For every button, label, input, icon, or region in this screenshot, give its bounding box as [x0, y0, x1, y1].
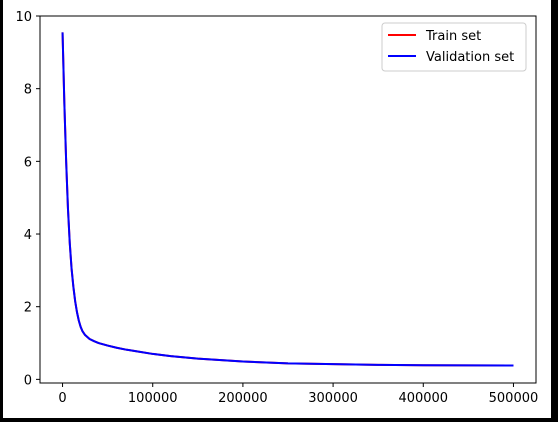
legend-box: [381, 22, 527, 72]
x-tick-label: 500000: [489, 391, 539, 406]
legend-label-1: Train set: [425, 29, 481, 44]
y-tick-label: 2: [24, 301, 32, 316]
chart-figure: 0 100000 200000 300000 400000 500000 0 2 4 6 8 10 …: [3, 0, 551, 418]
y-tick-label: 10: [15, 10, 32, 25]
series-layer: [61, 32, 514, 367]
x-tick-label: 0: [58, 391, 66, 406]
x-axis-ticks: 0 100000 200000 300000 400000 500000: [58, 383, 538, 406]
y-tick-label: 4: [24, 228, 32, 243]
y-tick-label: 6: [24, 155, 32, 170]
legend-label-2: Validation set: [426, 50, 514, 65]
x-tick-label: 300000: [308, 391, 358, 406]
chart-svg: 0 100000 200000 300000 400000 500000 0246810 …: [15, 10, 538, 406]
series-line-1: [61, 32, 514, 367]
x-tick-label: 100000: [128, 391, 178, 406]
y-axis-ticks: 0 2 4 6 8 10: [15, 10, 40, 388]
y-tick-label: 0: [24, 373, 32, 388]
y-tick-label: 8: [24, 83, 32, 98]
axes-frame: [39, 15, 537, 384]
x-tick-label: 200000: [218, 391, 268, 406]
legend: Train set Validation set: [381, 22, 527, 72]
series-line-2: [61, 32, 514, 367]
x-tick-label: 400000: [398, 391, 448, 406]
